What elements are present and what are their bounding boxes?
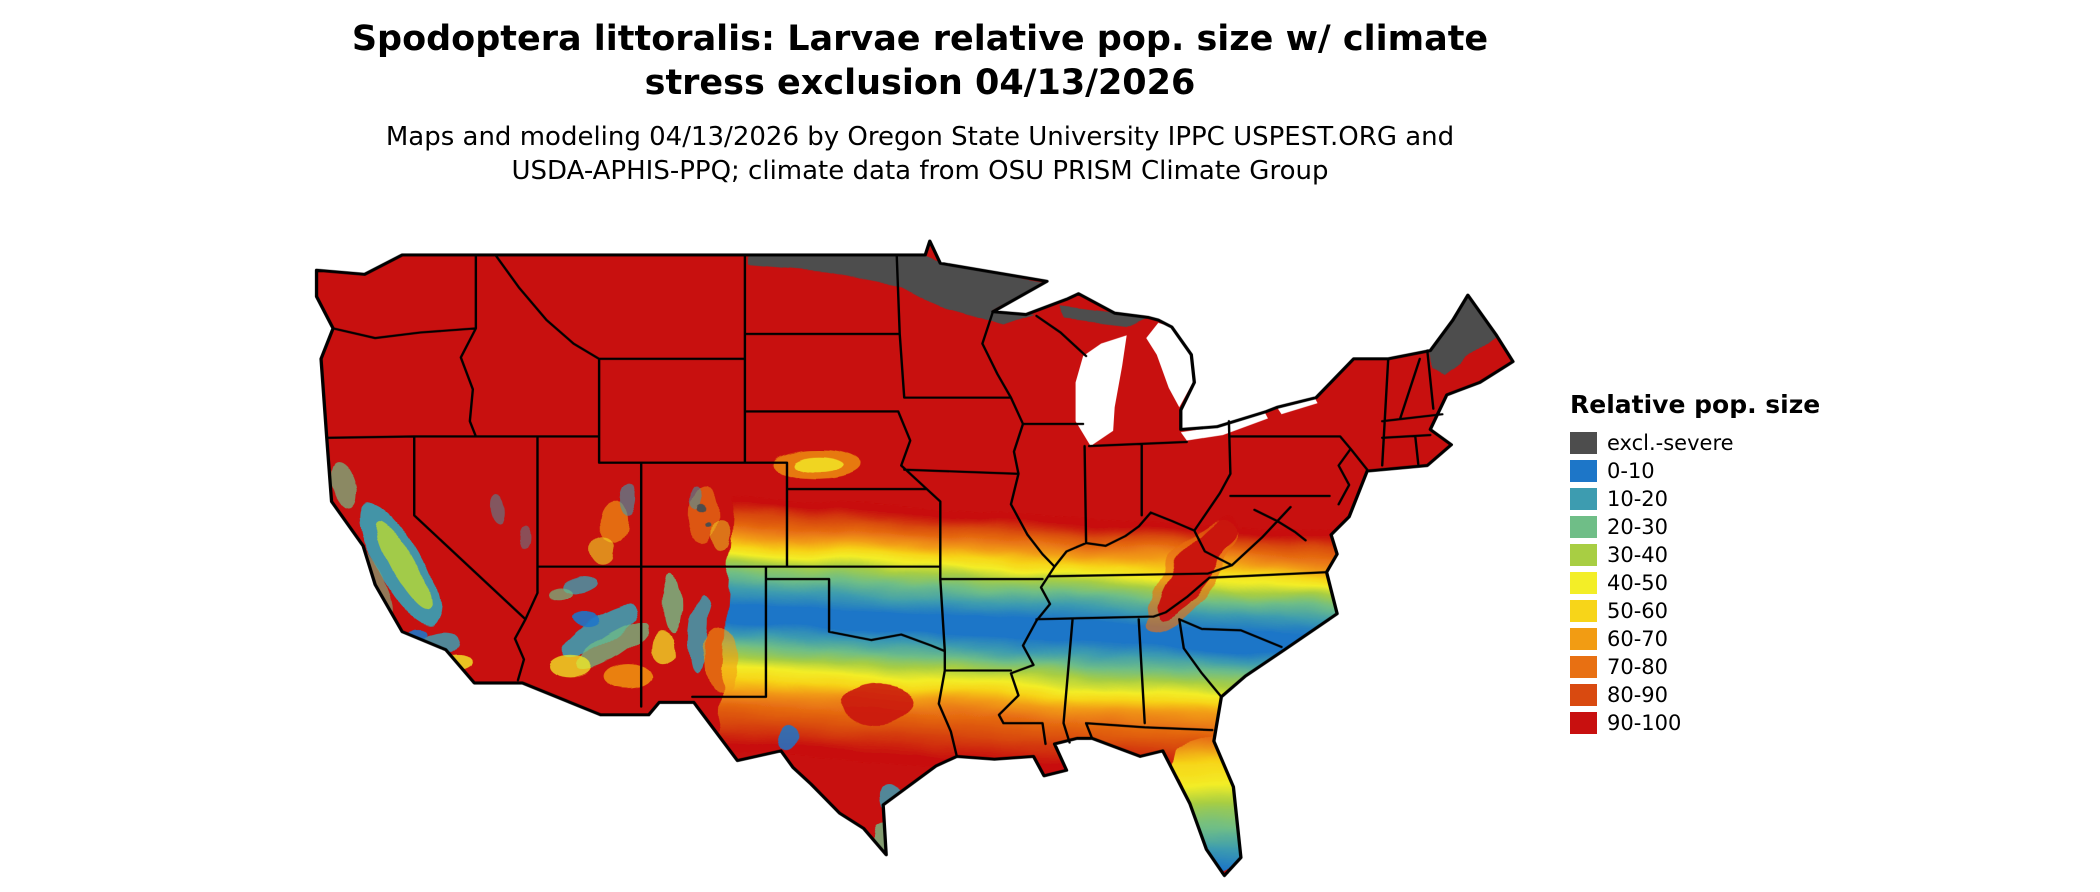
legend-item: 20-30 — [1570, 515, 1820, 539]
colorado-teal — [687, 483, 700, 509]
legend-item: 30-40 — [1570, 543, 1820, 567]
utah-yellow — [591, 537, 616, 566]
legend-item: excl.-severe — [1570, 431, 1820, 455]
map-title-line2: stress exclusion 04/13/2026 — [644, 62, 1196, 103]
texas-hill-country — [842, 681, 912, 726]
map-subtitle-line1: Maps and modeling 04/13/2026 by Oregon S… — [385, 121, 1455, 152]
legend-label: 20-30 — [1607, 515, 1669, 539]
mogollon-rim-teal — [562, 605, 639, 658]
davis-mountains — [779, 725, 801, 754]
legend-label: 80-90 — [1607, 683, 1669, 707]
legend-label: 0-10 — [1607, 459, 1655, 483]
legend-item: 80-90 — [1570, 683, 1820, 707]
legend-item: 60-70 — [1570, 627, 1820, 651]
legend-label: 40-50 — [1607, 571, 1669, 595]
legend-item: 70-80 — [1570, 655, 1820, 679]
legend-swatch — [1570, 600, 1597, 622]
nevada-range2 — [519, 525, 532, 550]
legend-label: 60-70 — [1607, 627, 1669, 651]
legend-swatch — [1570, 544, 1597, 566]
legend-swatch — [1570, 488, 1597, 510]
excluded-speck-co1 — [695, 502, 705, 512]
legend-swatch — [1570, 432, 1597, 454]
us-outline — [314, 239, 1515, 878]
excluded-region-north — [747, 245, 1048, 327]
us-map — [300, 230, 1525, 888]
legend-label: 70-80 — [1607, 655, 1669, 679]
legend-label: 50-60 — [1607, 599, 1669, 623]
central-valley-core — [378, 522, 430, 608]
arizona-blue — [576, 613, 601, 628]
legend-label: 90-100 — [1607, 711, 1682, 735]
nm-green — [663, 576, 682, 632]
kaibab-teal — [560, 574, 596, 592]
legend-swatch — [1570, 572, 1597, 594]
coast-range-north — [331, 462, 359, 511]
legend-item: 50-60 — [1570, 599, 1820, 623]
sandhills-core — [793, 457, 845, 474]
legend-swatch — [1570, 712, 1597, 734]
lake-erie — [1180, 412, 1268, 441]
nevada-range1 — [487, 491, 504, 523]
lake-huron — [1146, 322, 1193, 408]
mogollon-rim-green — [577, 621, 648, 670]
header: Spodoptera littoralis: Larvae relative p… — [270, 18, 1570, 188]
arizona-orange — [603, 663, 652, 689]
colorado-yellow — [711, 518, 730, 552]
legend-item: 90-100 — [1570, 711, 1820, 735]
legend-label: 10-20 — [1607, 487, 1669, 511]
legend-swatch — [1570, 684, 1597, 706]
excluded-region-up — [1060, 306, 1148, 327]
appalachia-core — [1155, 516, 1236, 620]
legend-swatch — [1570, 460, 1597, 482]
map-title-line1: Spodoptera littoralis: Larvae relative p… — [351, 19, 1489, 59]
nm-yellow — [648, 628, 673, 663]
map-subtitle-line2: USDA-APHIS-PPQ; climate data from OSU PR… — [511, 155, 1329, 186]
map-subtitle: Maps and modeling 04/13/2026 by Oregon S… — [270, 120, 1570, 189]
great-lakes — [1075, 322, 1318, 447]
excluded-speck-co2 — [705, 522, 712, 528]
state-borders — [325, 253, 1444, 758]
excluded-region-maine — [1427, 295, 1497, 376]
lake-michigan — [1075, 335, 1127, 447]
legend-swatch — [1570, 516, 1597, 538]
nm-orange — [702, 628, 739, 690]
lake-ontario — [1276, 397, 1318, 415]
legend-swatch — [1570, 628, 1597, 650]
legend-item: 10-20 — [1570, 487, 1820, 511]
utah-orange — [597, 498, 628, 544]
florida-overlay — [1171, 735, 1241, 876]
arizona-yellow — [549, 655, 592, 678]
legend-item: 40-50 — [1570, 571, 1820, 595]
legend-label: 30-40 — [1607, 543, 1669, 567]
kaibab-green — [546, 586, 571, 600]
legend: Relative pop. size excl.-severe 0-10 10-20… — [1570, 390, 1820, 739]
legend-title: Relative pop. size — [1570, 390, 1821, 419]
utah-teal — [618, 482, 637, 516]
legend-items: excl.-severe 0-10 10-20 20-30 30-40 40-50 50-6… — [1570, 431, 1820, 735]
south-gradient-overlay — [716, 497, 1390, 790]
legend-label: excl.-severe — [1607, 431, 1734, 455]
legend-item: 0-10 — [1570, 459, 1820, 483]
us-map-svg — [314, 239, 1515, 878]
legend-swatch — [1570, 656, 1597, 678]
